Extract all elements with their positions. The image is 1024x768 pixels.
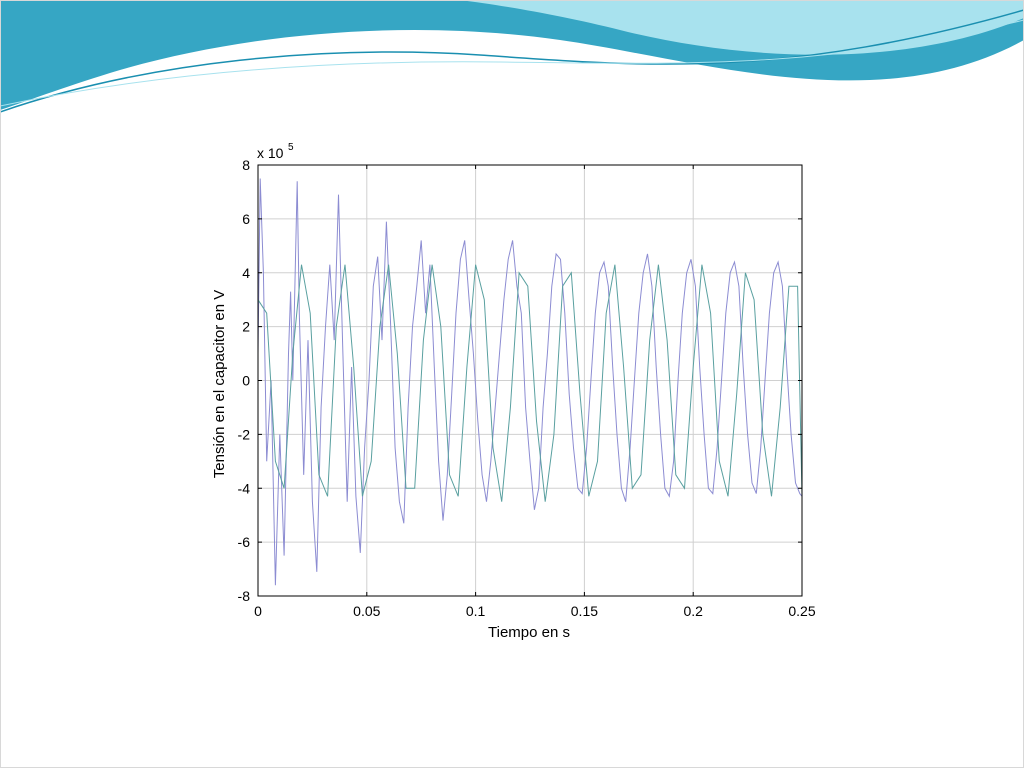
banner-wave-light: [460, 0, 1024, 55]
header-wave-banner: [0, 0, 1024, 113]
y-tick-label: -6: [238, 534, 251, 550]
y-tick-label: -4: [238, 480, 251, 496]
x-tick-label: 0: [254, 603, 262, 619]
banner-wave-line-2: [0, 19, 1024, 107]
x-tick-label: 0.1: [466, 603, 486, 619]
y-axis-label: Tensión en el capacitor en V: [211, 290, 228, 478]
x-tick-label: 0.2: [683, 603, 703, 619]
y-tick-label: 6: [242, 211, 250, 227]
series-line-2: [257, 264, 803, 502]
tick-layer: 0 0.05 0.1 0.15 0.2 0.25 -8 -6 -4 -2 0 2 4 6 8: [238, 157, 816, 619]
x-axis-label: Tiempo en s: [488, 624, 570, 641]
y-tick-label: 0: [242, 373, 250, 389]
x-tick-label: 0.05: [353, 603, 380, 619]
y-tick-label: -2: [238, 426, 251, 442]
series-layer: [257, 178, 803, 586]
y-tick-label: -8: [238, 588, 251, 604]
x-tick-label: 0.15: [571, 603, 598, 619]
y-tick-label: 4: [242, 265, 250, 281]
y-multiplier-exponent: 5: [288, 142, 294, 153]
banner-wave-line: [0, 9, 1024, 113]
y-tick-label: 8: [242, 157, 250, 173]
series-line-1: [257, 178, 803, 586]
y-tick-label: 2: [242, 319, 250, 335]
x-tick-label: 0.25: [788, 603, 815, 619]
y-multiplier-base: x 10: [257, 145, 284, 161]
